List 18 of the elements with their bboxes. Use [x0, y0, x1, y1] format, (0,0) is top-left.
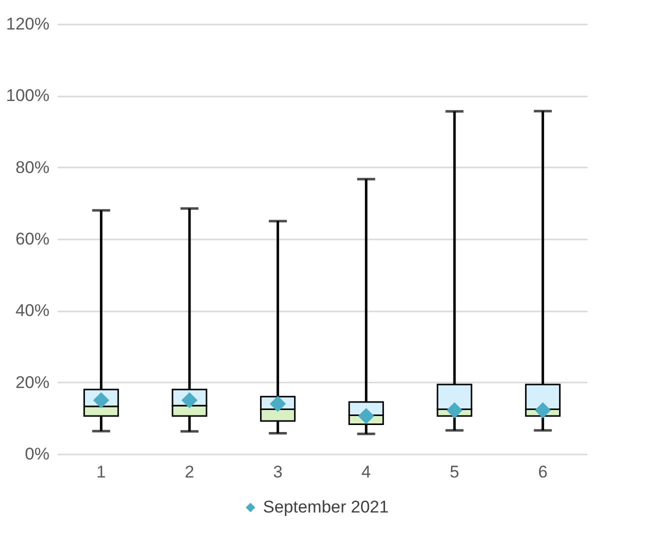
y-tick-label: 120%	[6, 14, 50, 34]
y-tick-label: 60%	[15, 230, 50, 248]
y-tick-label: 100%	[6, 86, 50, 106]
point	[358, 408, 374, 424]
y-tick-label: 0%	[24, 444, 50, 464]
legend-label: September 2021	[263, 498, 389, 516]
y-tick-label: 20%	[15, 372, 50, 392]
point	[270, 396, 286, 412]
x-tick-label: 4	[361, 462, 371, 482]
point	[534, 402, 551, 418]
x-tick-label: 3	[273, 462, 283, 482]
y-tick-label: 80%	[15, 158, 50, 177]
x-tick-label: 2	[184, 462, 194, 482]
x-tick-label: 6	[538, 462, 548, 482]
x-tick-label: 1	[96, 462, 106, 482]
x-tick-label: 5	[450, 462, 460, 482]
point	[446, 402, 463, 418]
y-tick-label: 40%	[15, 301, 50, 320]
